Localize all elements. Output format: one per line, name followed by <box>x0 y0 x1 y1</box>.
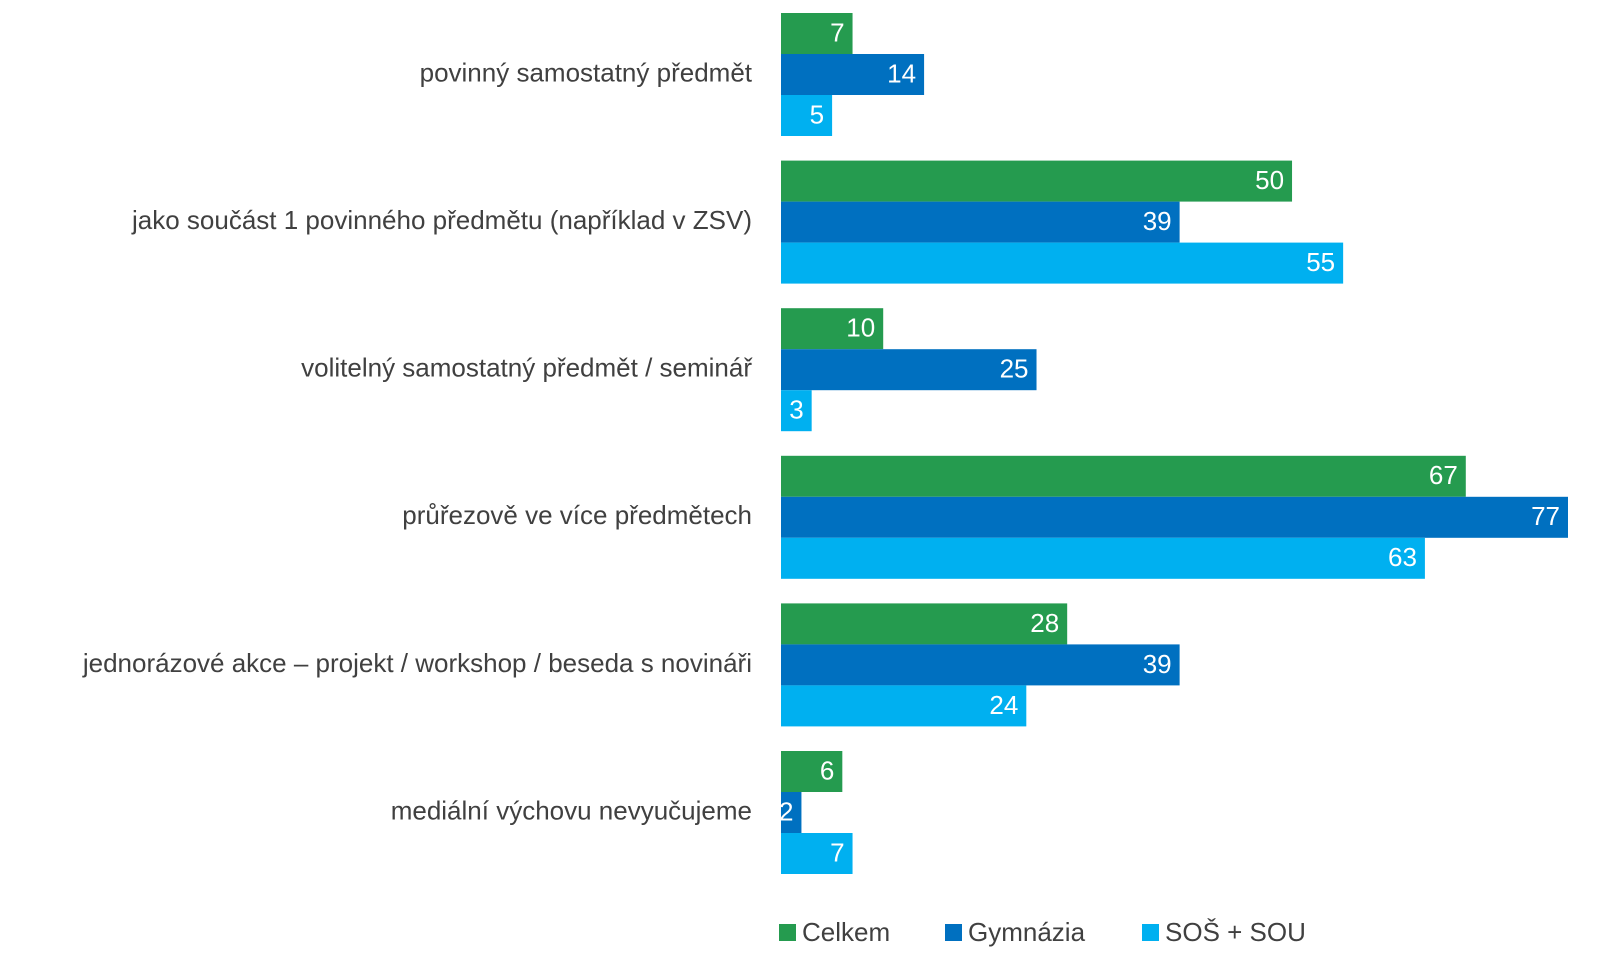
legend-swatch <box>779 924 796 941</box>
value-label: 14 <box>887 58 916 88</box>
legend-swatch <box>945 924 962 941</box>
value-label: 2 <box>779 796 793 826</box>
value-label: 50 <box>1255 165 1284 195</box>
value-label: 7 <box>830 837 844 867</box>
value-label: 55 <box>1306 247 1335 277</box>
legend-label: Celkem <box>802 917 890 947</box>
bar <box>781 160 1293 202</box>
value-label: 5 <box>810 99 824 129</box>
value-label: 3 <box>789 395 803 425</box>
value-label: 24 <box>989 690 1018 720</box>
bar <box>781 644 1180 686</box>
bar <box>781 242 1344 284</box>
value-label: 7 <box>830 17 844 47</box>
category-label: jednorázové akce – projekt / workshop / … <box>82 648 752 678</box>
value-label: 39 <box>1143 206 1172 236</box>
bar <box>781 13 853 54</box>
bar <box>781 603 1068 645</box>
value-label: 63 <box>1388 542 1417 572</box>
category-label: volitelný samostatný předmět / seminář <box>301 353 753 383</box>
bar <box>781 496 1568 538</box>
value-label: 6 <box>820 755 834 785</box>
bar <box>781 308 884 350</box>
bar <box>781 201 1180 243</box>
bar <box>781 95 833 136</box>
value-label: 39 <box>1143 649 1172 679</box>
value-label: 28 <box>1030 608 1059 638</box>
legend-label: Gymnázia <box>968 917 1086 947</box>
legend-swatch <box>1142 924 1159 941</box>
bar <box>781 455 1466 497</box>
bar <box>781 349 1037 391</box>
category-label: průřezově ve více předmětech <box>402 500 752 530</box>
value-label: 10 <box>846 313 875 343</box>
bar <box>781 537 1425 579</box>
value-label: 25 <box>1000 354 1029 384</box>
category-label: povinný samostatný předmět <box>420 57 753 87</box>
category-label: jako součást 1 povinného předmětu (napří… <box>131 205 752 235</box>
value-label: 67 <box>1429 460 1458 490</box>
legend-label: SOŠ + SOU <box>1165 917 1306 947</box>
bar <box>781 751 843 792</box>
bar <box>781 685 1027 727</box>
bar <box>781 833 853 874</box>
bar <box>781 390 812 432</box>
bar <box>781 54 925 95</box>
category-label: mediální výchovu nevyučujeme <box>391 795 752 825</box>
value-label: 77 <box>1531 501 1560 531</box>
bar <box>781 792 802 833</box>
